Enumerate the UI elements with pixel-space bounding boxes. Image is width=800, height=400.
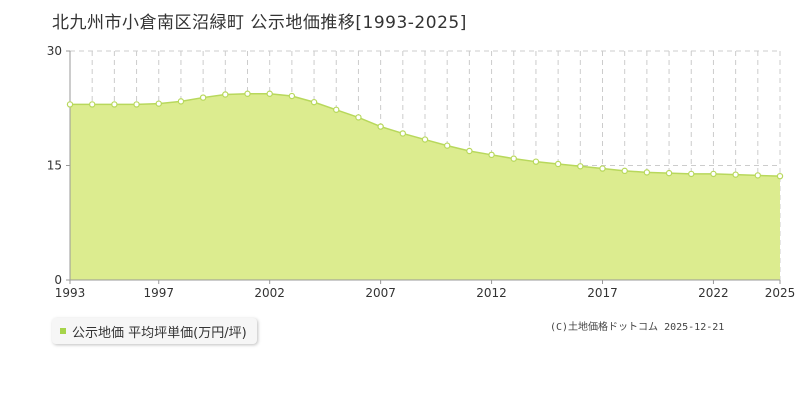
data-point <box>66 101 74 108</box>
data-point <box>244 90 251 97</box>
data-point <box>399 130 407 137</box>
data-point <box>333 106 340 113</box>
data-point <box>155 100 162 107</box>
data-point <box>288 92 296 100</box>
data-point <box>643 169 651 176</box>
x-tick-label: 2022 <box>698 286 729 300</box>
data-point <box>377 123 384 130</box>
data-point <box>310 98 318 106</box>
chart-title: 北九州市小倉南区沼緑町 公示地価推移[1993-2025] <box>52 13 467 33</box>
legend-swatch <box>60 328 66 334</box>
data-point <box>488 151 495 159</box>
y-tick-label: 0 <box>54 273 62 287</box>
data-point <box>421 136 429 143</box>
x-tick-label: 1997 <box>143 286 174 300</box>
legend: 公示地価 平均坪単価(万円/坪) <box>52 318 257 344</box>
data-point <box>665 169 673 177</box>
data-point <box>732 171 739 178</box>
x-tick-label: 2025 <box>765 286 796 300</box>
data-point <box>510 155 517 162</box>
x-tick-label: 2012 <box>476 286 507 300</box>
y-tick-label: 30 <box>47 44 62 58</box>
data-point <box>532 158 540 165</box>
x-tick-label: 2007 <box>365 286 396 300</box>
tick-labels: 0 15 30 1993 1997 2002 2007 2012 2017 2022 2025 <box>47 44 796 300</box>
data-point <box>443 142 451 149</box>
data-point <box>355 114 362 121</box>
data-point <box>133 101 140 108</box>
data-point <box>199 94 207 101</box>
data-point <box>554 160 562 168</box>
data-point <box>621 167 628 175</box>
data-point <box>177 98 185 105</box>
data-point <box>266 90 273 97</box>
axes <box>66 50 781 284</box>
data-point <box>222 91 229 98</box>
data-point <box>577 163 584 170</box>
legend-label: 公示地価 平均坪単価(万円/坪) <box>72 325 247 341</box>
data-point <box>111 101 118 108</box>
data-point <box>776 172 784 180</box>
data-point <box>754 172 762 179</box>
data-point <box>466 147 473 155</box>
y-tick-label: 15 <box>47 159 62 173</box>
data-point <box>88 101 96 108</box>
data-point <box>599 165 606 172</box>
data-point <box>710 170 717 178</box>
series-area <box>70 93 780 280</box>
data-points <box>66 90 784 180</box>
x-tick-label: 1993 <box>55 286 86 300</box>
copyright-text: (C)土地価格ドットコム 2025-12-21 <box>550 322 725 333</box>
x-tick-label: 2002 <box>254 286 285 300</box>
data-point <box>688 170 695 178</box>
x-tick-label: 2017 <box>587 286 618 300</box>
